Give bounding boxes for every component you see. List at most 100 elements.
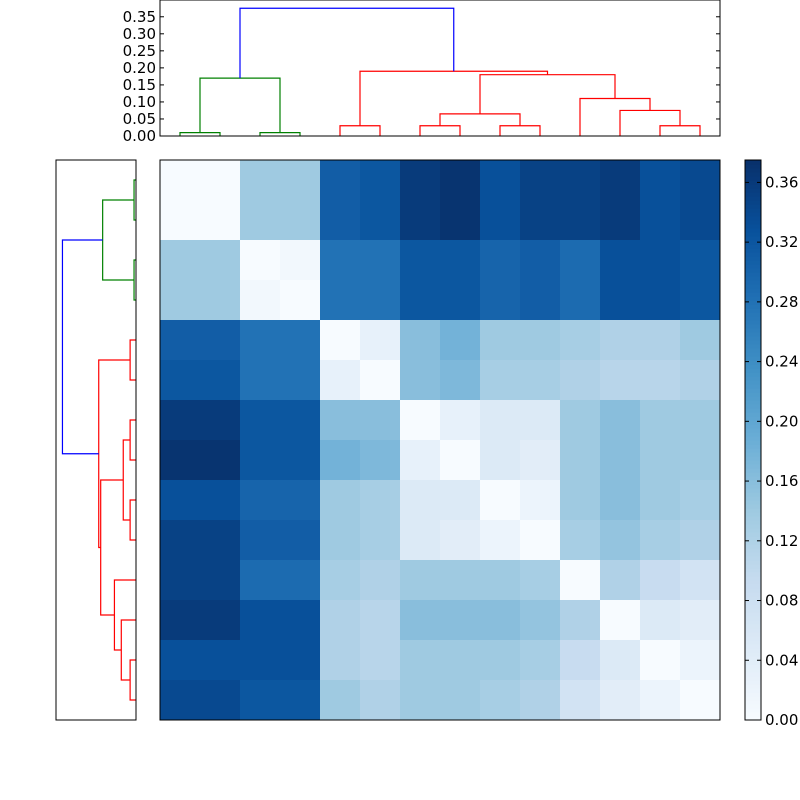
- heatmap-cell-r4-c1: [200, 320, 241, 361]
- colorbar-segment-81: [745, 392, 761, 397]
- heatmap-cell-r9-c5: [360, 520, 401, 561]
- heatmap-cell-r9-c2: [240, 520, 281, 561]
- colorbar-segment-68: [745, 444, 761, 449]
- heatmap-cell-r3-c13: [680, 280, 721, 321]
- heatmap-cell-r7-c1: [200, 440, 241, 481]
- heatmap-cell-r4-c9: [520, 320, 561, 361]
- heatmap-cell-r10-c4: [320, 560, 361, 601]
- colorbar-segment-82: [745, 388, 761, 393]
- heatmap-cell-r4-c4: [320, 320, 361, 361]
- heatmap-cell-r8-c7: [440, 480, 481, 521]
- heatmap-cell-r11-c4: [320, 600, 361, 641]
- heatmap-cell-r3-c11: [600, 280, 641, 321]
- heatmap-cell-r2-c11: [600, 240, 641, 281]
- heatmap-cell-r12-c4: [320, 640, 361, 681]
- heatmap-cell-r2-c9: [520, 240, 561, 281]
- heatmap-cell-r9-c11: [600, 520, 641, 561]
- colorbar-segment-136: [745, 172, 761, 177]
- colorbar-segment-61: [745, 472, 761, 477]
- colorbar-segment-106: [745, 292, 761, 297]
- heatmap-cell-r10-c8: [480, 560, 521, 601]
- heatmap-cell-r4-c2: [240, 320, 281, 361]
- colorbar-segment-117: [745, 248, 761, 253]
- top-dendrogram-link-5: [659, 125, 701, 136]
- colorbar-tick-label-7: 0.28: [765, 293, 798, 311]
- heatmap-cell-r13-c8: [480, 680, 521, 721]
- heatmap-cell-r13-c0: [160, 680, 201, 721]
- colorbar-segment-95: [745, 336, 761, 341]
- colorbar-segment-92: [745, 348, 761, 353]
- left-dendrogram-link-0: [133, 179, 136, 221]
- heatmap-cell-r7-c7: [440, 440, 481, 481]
- colorbar-segment-12: [745, 668, 761, 673]
- heatmap-cell-r1-c10: [560, 200, 601, 241]
- heatmap-cell-r10-c5: [360, 560, 401, 601]
- heatmap-cell-r6-c12: [640, 400, 681, 441]
- colorbar-segment-49: [745, 520, 761, 525]
- colorbar-segment-16: [745, 652, 761, 657]
- colorbar-segment-52: [745, 508, 761, 513]
- heatmap-cell-r12-c9: [520, 640, 561, 681]
- heatmap-cell-r9-c6: [400, 520, 441, 561]
- colorbar-segment-122: [745, 228, 761, 233]
- left-dendrogram-link-9: [100, 479, 124, 616]
- colorbar-tick-label-2: 0.08: [765, 592, 798, 610]
- colorbar-segment-53: [745, 504, 761, 509]
- colorbar-segment-79: [745, 400, 761, 405]
- colorbar-segment-45: [745, 536, 761, 541]
- heatmap-cell-r1-c8: [480, 200, 521, 241]
- heatmap-cell-r4-c11: [600, 320, 641, 361]
- heatmap-cell-r2-c7: [440, 240, 481, 281]
- top-dendrogram-ytick-label-4: 0.20: [123, 59, 156, 77]
- heatmap-cell-r8-c5: [360, 480, 401, 521]
- heatmap-cell-r1-c12: [640, 200, 681, 241]
- heatmap-cell-r5-c9: [520, 360, 561, 401]
- heatmap-cell-r7-c0: [160, 440, 201, 481]
- colorbar-tick-label-4: 0.16: [765, 472, 798, 490]
- heatmap-cell-r3-c2: [240, 280, 281, 321]
- heatmap-cell-r8-c6: [400, 480, 441, 521]
- colorbar-segment-135: [745, 176, 761, 181]
- heatmap-cell-r1-c2: [240, 200, 281, 241]
- colorbar-segment-1: [745, 712, 761, 717]
- heatmap-cell-r13-c1: [200, 680, 241, 721]
- colorbar-segment-0: [745, 716, 761, 721]
- colorbar-segment-87: [745, 368, 761, 373]
- heatmap-cell-r1-c5: [360, 200, 401, 241]
- colorbar-segment-91: [745, 352, 761, 357]
- colorbar-segment-139: [745, 160, 761, 165]
- colorbar-segment-114: [745, 260, 761, 265]
- colorbar-segment-62: [745, 468, 761, 473]
- colorbar-segment-137: [745, 168, 761, 173]
- top-dendrogram-ytick-label-5: 0.25: [123, 42, 156, 60]
- heatmap-cell-r11-c12: [640, 600, 681, 641]
- heatmap-cell-r10-c7: [440, 560, 481, 601]
- heatmap-cell-r5-c1: [200, 360, 241, 401]
- heatmap-cell-r4-c12: [640, 320, 681, 361]
- colorbar-segment-26: [745, 612, 761, 617]
- colorbar-segment-5: [745, 696, 761, 701]
- colorbar-segment-102: [745, 308, 761, 313]
- colorbar-segment-126: [745, 212, 761, 217]
- heatmap-cell-r6-c4: [320, 400, 361, 441]
- heatmap-cell-r7-c13: [680, 440, 721, 481]
- heatmap-cell-r12-c11: [600, 640, 641, 681]
- colorbar: 0.00 0.04 0.08 0.12 0.16 0.20 0.24 0.28 0.32 0.36: [744, 159, 798, 729]
- colorbar-tick-label-3: 0.12: [765, 532, 798, 550]
- heatmap-frame: [159, 159, 721, 721]
- heatmap-cell-r13-c4: [320, 680, 361, 721]
- heatmap-cell-r9-c12: [640, 520, 681, 561]
- left-dendrogram-link-8: [122, 439, 131, 521]
- heatmap-cell-r7-c10: [560, 440, 601, 481]
- colorbar-segment-88: [745, 364, 761, 369]
- heatmap-cell-r1-c13: [680, 200, 721, 241]
- heatmap-cell-r4-c3: [280, 320, 321, 361]
- heatmap-cell-r6-c13: [680, 400, 721, 441]
- heatmap-cell-r1-c6: [400, 200, 441, 241]
- colorbar-segment-22: [745, 628, 761, 633]
- colorbar-segment-103: [745, 304, 761, 309]
- colorbar-segment-56: [745, 492, 761, 497]
- colorbar-segment-134: [745, 180, 761, 185]
- colorbar-segment-8: [745, 684, 761, 689]
- left-dendrogram-link-7: [113, 579, 136, 651]
